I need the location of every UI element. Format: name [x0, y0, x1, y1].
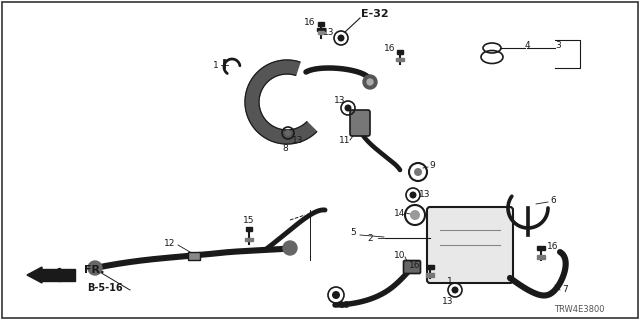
Text: 13: 13: [323, 28, 335, 36]
Bar: [318, 31, 324, 34]
Text: 1: 1: [213, 60, 219, 69]
Bar: [245, 238, 253, 241]
Text: 13: 13: [334, 95, 346, 105]
Text: 11: 11: [339, 135, 351, 145]
Text: 2: 2: [367, 234, 373, 243]
Text: B-5-16: B-5-16: [87, 283, 123, 293]
Bar: [246, 227, 252, 231]
FancyBboxPatch shape: [350, 110, 370, 136]
Text: 13: 13: [419, 189, 431, 198]
Text: 10: 10: [394, 251, 406, 260]
Circle shape: [88, 261, 102, 275]
Circle shape: [414, 168, 422, 176]
Text: 16: 16: [384, 44, 396, 52]
Bar: [188, 252, 200, 260]
Text: 12: 12: [164, 238, 176, 247]
Circle shape: [363, 75, 377, 89]
Circle shape: [410, 210, 420, 220]
Bar: [317, 28, 325, 31]
Text: 13: 13: [442, 298, 454, 307]
Text: 9: 9: [429, 161, 435, 170]
Text: 14: 14: [394, 209, 406, 218]
Text: 13: 13: [339, 300, 351, 309]
Circle shape: [332, 291, 340, 299]
Circle shape: [451, 286, 458, 293]
Circle shape: [367, 79, 373, 85]
Bar: [427, 265, 434, 269]
Text: 16: 16: [547, 242, 559, 251]
FancyArrow shape: [27, 267, 75, 283]
FancyBboxPatch shape: [403, 260, 420, 274]
Text: 16: 16: [409, 260, 420, 269]
Text: E-32: E-32: [361, 9, 389, 19]
Text: 1: 1: [447, 277, 453, 286]
Bar: [397, 50, 403, 54]
Text: TRW4E3800: TRW4E3800: [554, 306, 605, 315]
FancyBboxPatch shape: [427, 207, 513, 283]
Circle shape: [283, 241, 297, 255]
Bar: [426, 273, 434, 277]
Text: FR.: FR.: [84, 265, 104, 275]
Bar: [318, 22, 324, 26]
Bar: [396, 58, 404, 61]
Text: 6: 6: [550, 196, 556, 204]
Circle shape: [344, 105, 351, 111]
Bar: [537, 255, 545, 259]
Text: 7: 7: [562, 285, 568, 294]
Text: 13: 13: [292, 135, 304, 145]
Text: 4: 4: [524, 41, 530, 50]
Text: 3: 3: [555, 41, 561, 50]
Text: 15: 15: [243, 215, 255, 225]
Text: 16: 16: [304, 18, 316, 27]
Circle shape: [410, 191, 417, 198]
Text: 8: 8: [282, 143, 288, 153]
Circle shape: [285, 130, 291, 136]
Text: 5: 5: [350, 228, 356, 236]
Bar: [537, 246, 545, 250]
Polygon shape: [245, 60, 317, 144]
Circle shape: [337, 35, 344, 42]
